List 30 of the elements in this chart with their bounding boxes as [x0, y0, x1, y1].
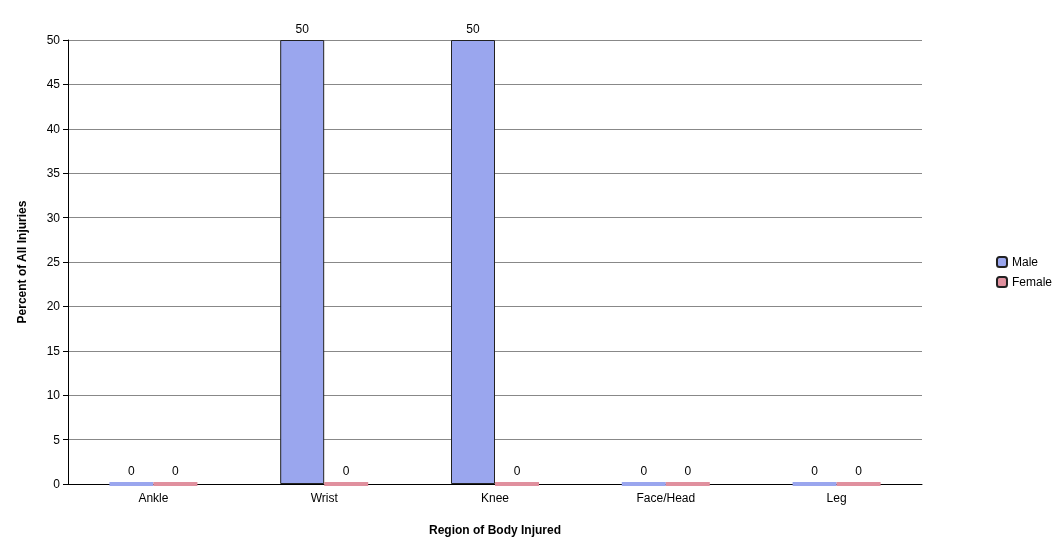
data-label: 0	[684, 464, 692, 478]
x-tick-label: Face/Head	[636, 491, 696, 505]
x-tick-label: Knee	[480, 491, 510, 505]
data-label: 0	[811, 464, 819, 478]
x-tick-label: Ankle	[138, 491, 169, 505]
y-tick-label: 40	[46, 121, 61, 136]
y-tick-label: 5	[53, 432, 61, 447]
y-tick-label: 10	[46, 388, 61, 403]
data-label: 0	[640, 464, 648, 478]
data-label: 0	[172, 464, 180, 478]
y-tick-label: 0	[53, 477, 61, 491]
legend-label: Female	[1011, 275, 1053, 289]
y-axis-title: Percent of All Injuries	[15, 200, 29, 324]
x-tick-label: Leg	[826, 491, 847, 505]
y-tick-label: 50	[46, 33, 61, 47]
y-tick-label: 35	[46, 166, 61, 181]
y-tick-label: 25	[46, 255, 61, 269]
y-tick-label: 30	[46, 210, 61, 225]
x-tick-label: Wrist	[310, 491, 339, 505]
data-label: 0	[128, 464, 136, 478]
data-label: 50	[295, 22, 310, 36]
x-axis-title: Region of Body Injured	[429, 523, 561, 537]
legend-label: Male	[1011, 255, 1039, 269]
y-tick-label: 20	[46, 299, 61, 314]
y-tick-label: 15	[46, 343, 61, 358]
data-label: 0	[342, 464, 350, 478]
data-label: 50	[466, 22, 480, 36]
data-label: 0	[513, 464, 521, 478]
data-label: 0	[855, 464, 863, 478]
y-tick-label: 45	[46, 77, 61, 92]
